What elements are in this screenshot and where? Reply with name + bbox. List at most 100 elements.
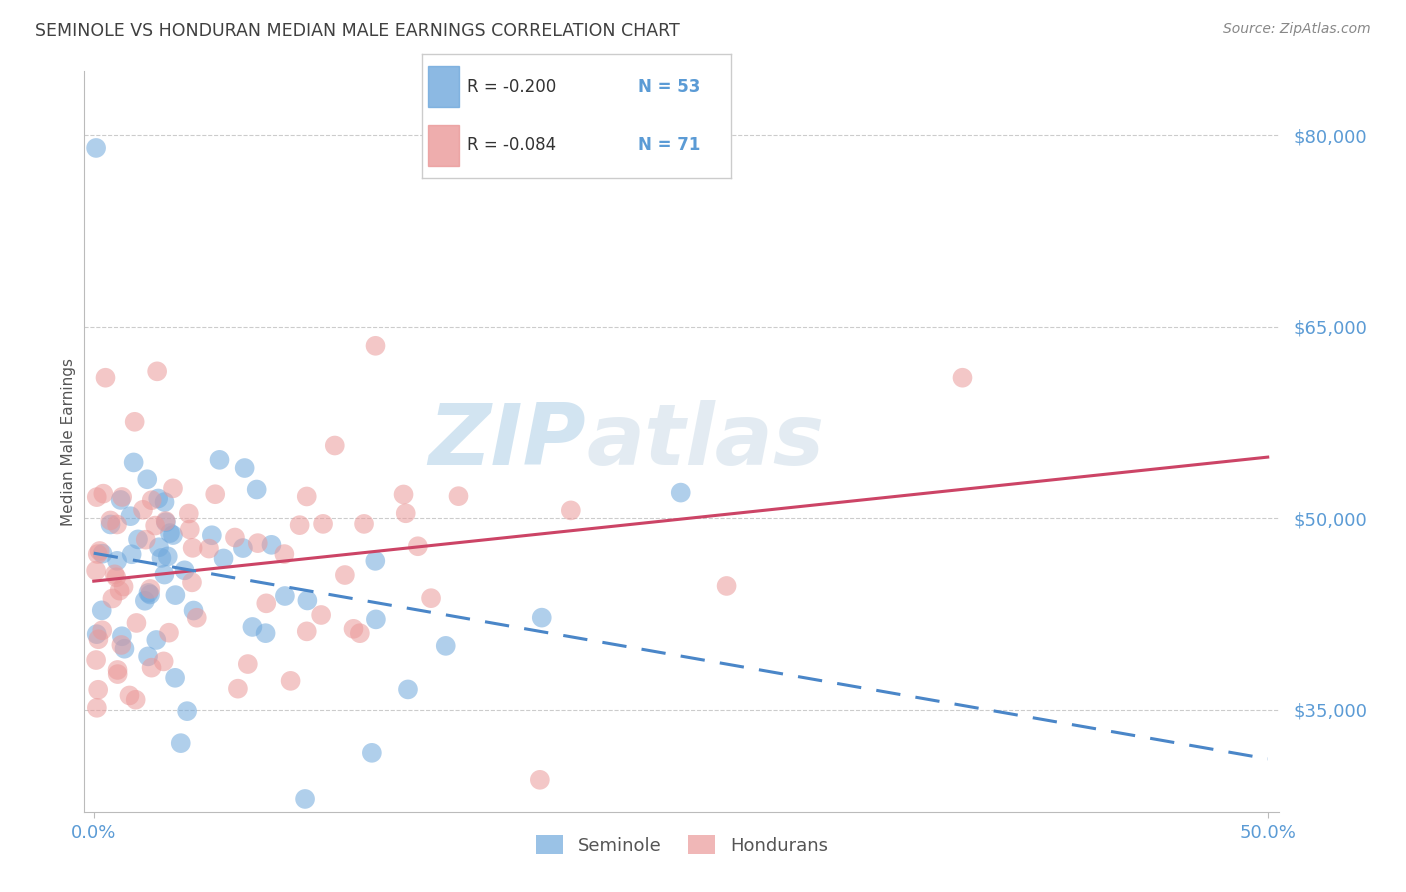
Point bbox=[108, 583, 131, 598]
Point bbox=[157, 625, 180, 640]
Y-axis label: Median Male Earnings: Median Male Earnings bbox=[60, 358, 76, 525]
Point bbox=[107, 667, 129, 681]
Point bbox=[716, 579, 738, 593]
Point bbox=[136, 649, 159, 664]
Point bbox=[342, 622, 364, 636]
Point bbox=[333, 568, 356, 582]
Point bbox=[132, 503, 155, 517]
Point bbox=[141, 661, 163, 675]
Point bbox=[114, 641, 136, 656]
Point bbox=[162, 528, 184, 542]
Point bbox=[124, 692, 146, 706]
Point bbox=[395, 506, 418, 520]
Point bbox=[246, 483, 269, 497]
Point bbox=[84, 653, 107, 667]
Point bbox=[434, 639, 457, 653]
Point bbox=[360, 746, 382, 760]
Point bbox=[86, 490, 108, 504]
Point bbox=[170, 736, 193, 750]
Point bbox=[297, 593, 319, 607]
Point bbox=[181, 575, 204, 590]
Point bbox=[165, 671, 187, 685]
Point bbox=[364, 612, 387, 626]
Point bbox=[204, 487, 226, 501]
Point bbox=[139, 582, 162, 596]
Text: N = 71: N = 71 bbox=[638, 136, 700, 154]
Point bbox=[124, 415, 146, 429]
Point bbox=[91, 486, 114, 500]
Point bbox=[280, 673, 302, 688]
Point bbox=[254, 596, 277, 610]
Point bbox=[323, 438, 346, 452]
Text: R = -0.200: R = -0.200 bbox=[467, 78, 555, 95]
Point bbox=[105, 517, 128, 532]
Point bbox=[181, 541, 204, 555]
Text: ZIP: ZIP bbox=[429, 400, 586, 483]
Point bbox=[364, 554, 387, 568]
Point bbox=[100, 517, 122, 532]
Point bbox=[198, 541, 221, 556]
Text: R = -0.084: R = -0.084 bbox=[467, 136, 555, 154]
Point bbox=[406, 539, 429, 553]
Point bbox=[87, 632, 110, 647]
Point bbox=[396, 682, 419, 697]
Point bbox=[309, 607, 332, 622]
Point bbox=[224, 531, 246, 545]
Bar bbox=[427, 125, 458, 166]
Text: N = 53: N = 53 bbox=[638, 78, 700, 95]
Point bbox=[159, 526, 181, 541]
Point bbox=[153, 567, 176, 582]
Point bbox=[84, 141, 107, 155]
Point bbox=[138, 586, 160, 600]
Point bbox=[120, 509, 142, 524]
Point bbox=[295, 624, 318, 639]
Point bbox=[312, 516, 335, 531]
Point bbox=[242, 620, 264, 634]
Point bbox=[91, 547, 114, 561]
Point bbox=[260, 538, 283, 552]
Point bbox=[226, 681, 249, 696]
Point bbox=[254, 626, 277, 640]
Point bbox=[145, 632, 167, 647]
Point bbox=[94, 370, 117, 384]
Point bbox=[155, 515, 177, 529]
Point bbox=[91, 624, 114, 638]
Point bbox=[162, 481, 184, 495]
Point bbox=[447, 489, 470, 503]
Point bbox=[392, 487, 415, 501]
Point bbox=[176, 704, 198, 718]
Point bbox=[155, 514, 177, 528]
Point bbox=[353, 516, 375, 531]
Point bbox=[179, 523, 201, 537]
Text: atlas: atlas bbox=[586, 400, 824, 483]
Point bbox=[112, 580, 135, 594]
Point bbox=[349, 626, 371, 640]
Point bbox=[110, 638, 132, 652]
Point bbox=[529, 772, 551, 787]
Point bbox=[86, 701, 108, 715]
Point bbox=[233, 461, 256, 475]
Point bbox=[101, 591, 124, 606]
Point bbox=[201, 528, 224, 542]
Point bbox=[294, 792, 316, 806]
Point bbox=[150, 550, 173, 565]
Point bbox=[274, 589, 297, 603]
Point bbox=[148, 541, 170, 555]
Point bbox=[236, 657, 259, 671]
Point bbox=[118, 689, 141, 703]
Point bbox=[152, 654, 174, 668]
Legend: Seminole, Hondurans: Seminole, Hondurans bbox=[529, 828, 835, 862]
Point bbox=[111, 629, 134, 643]
Point bbox=[87, 547, 110, 561]
Point bbox=[183, 603, 205, 617]
Point bbox=[89, 544, 111, 558]
Point bbox=[153, 495, 176, 509]
Point bbox=[86, 627, 108, 641]
Point bbox=[104, 567, 127, 582]
Point bbox=[110, 492, 132, 507]
Point bbox=[141, 493, 163, 508]
Point bbox=[84, 564, 107, 578]
Point bbox=[98, 513, 121, 527]
Point bbox=[134, 593, 156, 607]
Point bbox=[135, 533, 157, 547]
